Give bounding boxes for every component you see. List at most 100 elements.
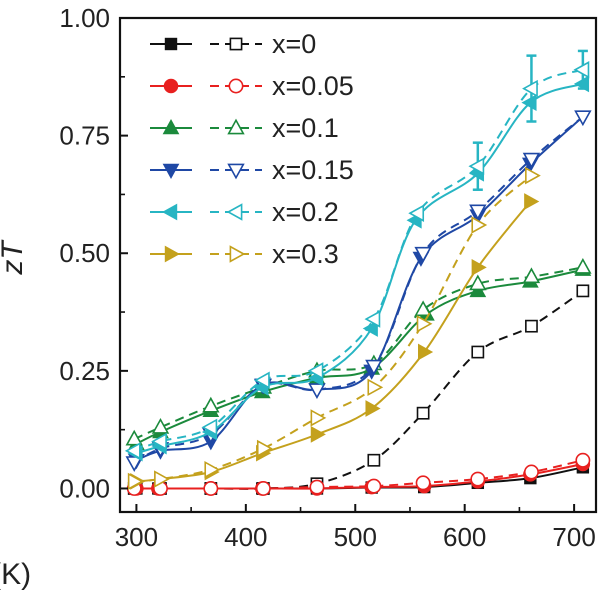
open-marker bbox=[522, 152, 541, 169]
open-marker bbox=[576, 284, 590, 298]
plot-frame bbox=[118, 16, 598, 514]
legend-open-marker bbox=[226, 203, 243, 221]
solid-line bbox=[135, 268, 584, 445]
series-x=0 bbox=[127, 284, 590, 495]
open-marker bbox=[204, 460, 221, 479]
open-marker bbox=[151, 417, 170, 434]
axes: 0.00 0.25 0.50 0.75 1.00 300 400 500 600 700 bbox=[59, 3, 598, 552]
open-marker bbox=[408, 204, 425, 222]
open-marker bbox=[310, 409, 327, 427]
legend-filled-marker bbox=[162, 163, 180, 179]
legend-label: x=0.15 bbox=[272, 155, 354, 185]
legend-entry: x=0.15 bbox=[150, 155, 354, 185]
legend-entry: x=0.05 bbox=[150, 71, 354, 101]
series-x=0.2 bbox=[124, 49, 590, 462]
x-tick-label: 700 bbox=[552, 522, 595, 552]
open-marker bbox=[471, 216, 488, 234]
open-marker bbox=[308, 383, 326, 400]
open-marker bbox=[127, 472, 144, 491]
dashed-line bbox=[133, 68, 584, 452]
dashed-line bbox=[133, 116, 584, 464]
solid-line bbox=[136, 466, 584, 490]
open-marker bbox=[366, 478, 382, 494]
open-marker bbox=[125, 429, 143, 446]
legend-open-marker bbox=[229, 37, 243, 51]
open-marker bbox=[574, 257, 592, 274]
open-marker bbox=[202, 396, 220, 413]
open-marker bbox=[525, 166, 541, 185]
open-marker bbox=[468, 157, 485, 175]
legend: x=0 x=0.05 x=0.1 x=0.15 x=0.2 x=0.3 bbox=[150, 29, 354, 269]
x-axis-title: T(K) bbox=[0, 558, 31, 591]
open-marker bbox=[523, 464, 539, 480]
legend-label: x=0.2 bbox=[272, 197, 339, 227]
open-marker bbox=[573, 61, 590, 79]
y-axis-title: zT bbox=[0, 239, 29, 276]
open-marker bbox=[416, 315, 433, 333]
filled-marker bbox=[310, 426, 326, 443]
filled-marker bbox=[521, 94, 537, 112]
open-marker bbox=[525, 319, 538, 333]
legend-filled-marker bbox=[162, 203, 178, 221]
open-marker bbox=[415, 475, 431, 491]
open-marker bbox=[201, 418, 218, 437]
open-marker bbox=[574, 110, 592, 127]
x-tick-label: 300 bbox=[115, 522, 158, 552]
filled-marker bbox=[362, 320, 378, 337]
open-marker bbox=[367, 378, 384, 397]
filled-marker bbox=[365, 400, 381, 417]
solid-line bbox=[136, 82, 584, 455]
legend-filled-marker bbox=[162, 119, 180, 135]
open-marker bbox=[414, 246, 432, 263]
filled-marker bbox=[573, 75, 590, 93]
open-marker bbox=[365, 359, 383, 376]
filled-marker bbox=[418, 343, 434, 361]
open-marker bbox=[253, 371, 270, 389]
series-x=0.1 bbox=[125, 257, 592, 450]
filled-marker bbox=[471, 258, 487, 276]
open-marker bbox=[154, 470, 170, 488]
open-marker bbox=[125, 456, 143, 472]
legend-filled-marker bbox=[163, 78, 179, 94]
open-marker bbox=[124, 442, 141, 460]
legend-open-marker bbox=[229, 245, 246, 263]
open-marker bbox=[522, 267, 541, 284]
open-marker bbox=[367, 453, 381, 467]
y-tick-label: 0.25 bbox=[59, 356, 110, 386]
legend-entry: x=0.1 bbox=[150, 113, 339, 143]
legend-open-marker bbox=[227, 118, 245, 135]
data-series-layer bbox=[124, 49, 592, 496]
open-marker bbox=[469, 204, 487, 221]
legend-label: x=0 bbox=[272, 29, 316, 59]
open-marker bbox=[471, 345, 485, 359]
legend-entry: x=0.2 bbox=[150, 197, 339, 227]
solid-line bbox=[136, 463, 584, 490]
y-tick-label: 0.00 bbox=[59, 473, 110, 503]
series-x=0.3 bbox=[127, 166, 541, 491]
open-marker bbox=[255, 481, 271, 496]
solid-line bbox=[136, 200, 532, 483]
dashed-line bbox=[133, 266, 584, 440]
legend-open-marker bbox=[228, 78, 244, 94]
legend-label: x=0.3 bbox=[272, 239, 339, 269]
open-marker bbox=[522, 79, 538, 98]
legend-entry: x=0.3 bbox=[150, 239, 339, 269]
open-marker bbox=[151, 432, 167, 451]
open-marker bbox=[203, 481, 219, 496]
open-marker bbox=[575, 452, 591, 468]
open-marker bbox=[309, 479, 325, 495]
dashed-line bbox=[134, 290, 584, 490]
open-marker bbox=[307, 362, 324, 380]
open-marker bbox=[364, 310, 381, 328]
open-marker bbox=[469, 274, 487, 291]
open-marker bbox=[414, 300, 432, 317]
x-tick-label: 400 bbox=[224, 522, 267, 552]
x-axis-unit: (K) bbox=[0, 558, 31, 591]
y-tick-label: 0.50 bbox=[59, 238, 110, 268]
open-marker bbox=[470, 471, 486, 487]
legend-label: x=0.05 bbox=[272, 71, 354, 101]
x-tick-label: 600 bbox=[443, 522, 486, 552]
solid-line bbox=[136, 116, 584, 462]
x-tick-label: 500 bbox=[334, 522, 377, 552]
